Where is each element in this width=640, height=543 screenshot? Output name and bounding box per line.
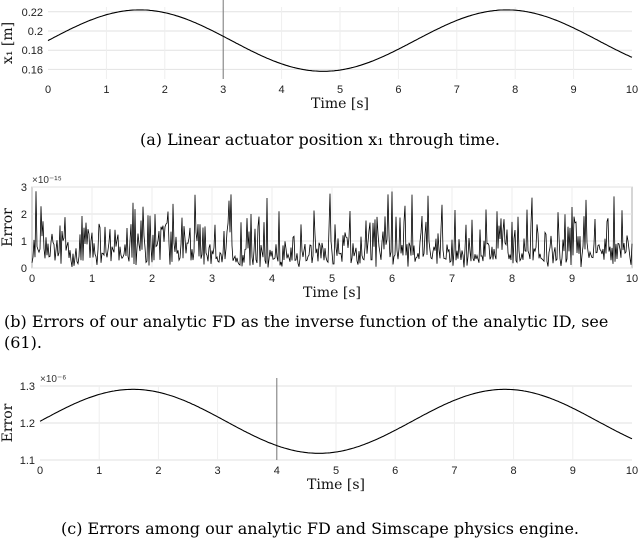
x-tick-label: 6	[392, 465, 398, 477]
x-tick-label: 4	[269, 273, 275, 285]
x-tick-label: 10	[626, 84, 638, 96]
chart-panel-b: 0 1 2 3 0 1 2 3 4 5 6 7 8 9 10 Time [s] Error ×10⁻¹⁵	[0, 170, 640, 310]
x-tick-label: 10	[626, 465, 638, 477]
x-tick-label: 6	[395, 84, 401, 96]
y-tick-label: 3	[21, 182, 27, 194]
x-tick-label: 1	[96, 465, 102, 477]
x-tick-label: 9	[569, 273, 575, 285]
x-tick-label: 5	[329, 273, 335, 285]
caption-b-text: Errors of our analytic FD as the inverse…	[4, 312, 609, 352]
caption-a: (a) Linear actuator position x₁ through …	[0, 129, 640, 150]
y-tick-label: 0.2	[28, 26, 43, 38]
y-exponent-label: ×10⁻⁶	[40, 374, 66, 385]
x-tick-label: 1	[103, 84, 109, 96]
caption-c-label: (c)	[61, 519, 83, 538]
caption-b: (b) Errors of our analytic FD as the inv…	[4, 311, 640, 353]
y-tick-label: 1.3	[20, 381, 35, 393]
x-tick-label: 9	[571, 84, 577, 96]
y-tick-label: 2	[21, 209, 27, 221]
x-tick-label: 2	[149, 273, 155, 285]
x-tick-label: 1	[89, 273, 95, 285]
x-tick-label: 7	[449, 273, 455, 285]
x-tick-label: 0	[29, 273, 35, 285]
x-tick-label: 10	[626, 273, 638, 285]
y-axis-label: Error	[0, 403, 16, 442]
position-chart: 0.16 0.18 0.2 0.22 0 1 2 3 4 5 6 7 8 9 10 Time [s] x₁ [m…	[0, 0, 638, 112]
caption-b-label: (b)	[4, 312, 27, 331]
x-tick-label: 0	[37, 465, 43, 477]
x-tick-label: 8	[511, 465, 517, 477]
y-tick-label: 0.18	[22, 45, 43, 57]
x-tick-label: 2	[162, 84, 168, 96]
y-axis-label: x₁ [m]	[0, 22, 16, 64]
chart-panel-c: 1.1 1.2 1.3 0 1 2 3 4 5 6 7 8 9 10 Time [s] Error ×10⁻⁶	[0, 374, 640, 512]
x-tick-label: 3	[209, 273, 215, 285]
caption-c-text: Errors among our analytic FD and Simscap…	[87, 519, 579, 538]
x-tick-label: 4	[274, 465, 280, 477]
caption-c: (c) Errors among our analytic FD and Sim…	[0, 518, 640, 539]
analytic-error-chart: 0 1 2 3 0 1 2 3 4 5 6 7 8 9 10 Time [s] Error ×10⁻¹⁵	[0, 175, 638, 301]
x-axis-label: Time [s]	[311, 96, 369, 112]
x-tick-label: 9	[570, 465, 576, 477]
chart-panel-a: 0.16 0.18 0.2 0.22 0 1 2 3 4 5 6 7 8 9 10 Time [s] x₁ [m…	[0, 0, 640, 122]
x-tick-label: 2	[155, 465, 161, 477]
x-tick-label: 4	[279, 84, 285, 96]
y-axis-label: Error	[0, 208, 16, 247]
simscape-error-chart: 1.1 1.2 1.3 0 1 2 3 4 5 6 7 8 9 10 Time [s] Error ×10⁻⁶	[0, 374, 638, 493]
x-tick-label: 7	[454, 84, 460, 96]
y-tick-label: 0.22	[22, 7, 43, 19]
x-tick-label: 3	[220, 84, 226, 96]
series-line	[31, 191, 633, 268]
y-exponent-label: ×10⁻¹⁵	[32, 175, 62, 186]
x-axis-label: Time [s]	[303, 285, 361, 301]
y-tick-label: 0.16	[22, 64, 43, 76]
x-tick-label: 6	[389, 273, 395, 285]
series-line	[47, 9, 633, 72]
x-tick-label: 7	[451, 465, 457, 477]
x-tick-label: 3	[215, 465, 221, 477]
caption-a-text: Linear actuator position x₁ through time…	[167, 130, 500, 149]
y-tick-label: 0	[21, 263, 27, 275]
caption-a-label: (a)	[139, 130, 163, 149]
x-tick-label: 5	[333, 465, 339, 477]
y-tick-label: 1	[21, 236, 27, 248]
x-tick-label: 0	[45, 84, 51, 96]
y-tick-label: 1.1	[20, 455, 35, 467]
series-line	[39, 388, 633, 454]
y-tick-label: 1.2	[20, 418, 35, 430]
x-tick-label: 8	[512, 84, 518, 96]
x-tick-label: 8	[509, 273, 515, 285]
x-axis-label: Time [s]	[307, 477, 365, 493]
x-tick-label: 5	[337, 84, 343, 96]
